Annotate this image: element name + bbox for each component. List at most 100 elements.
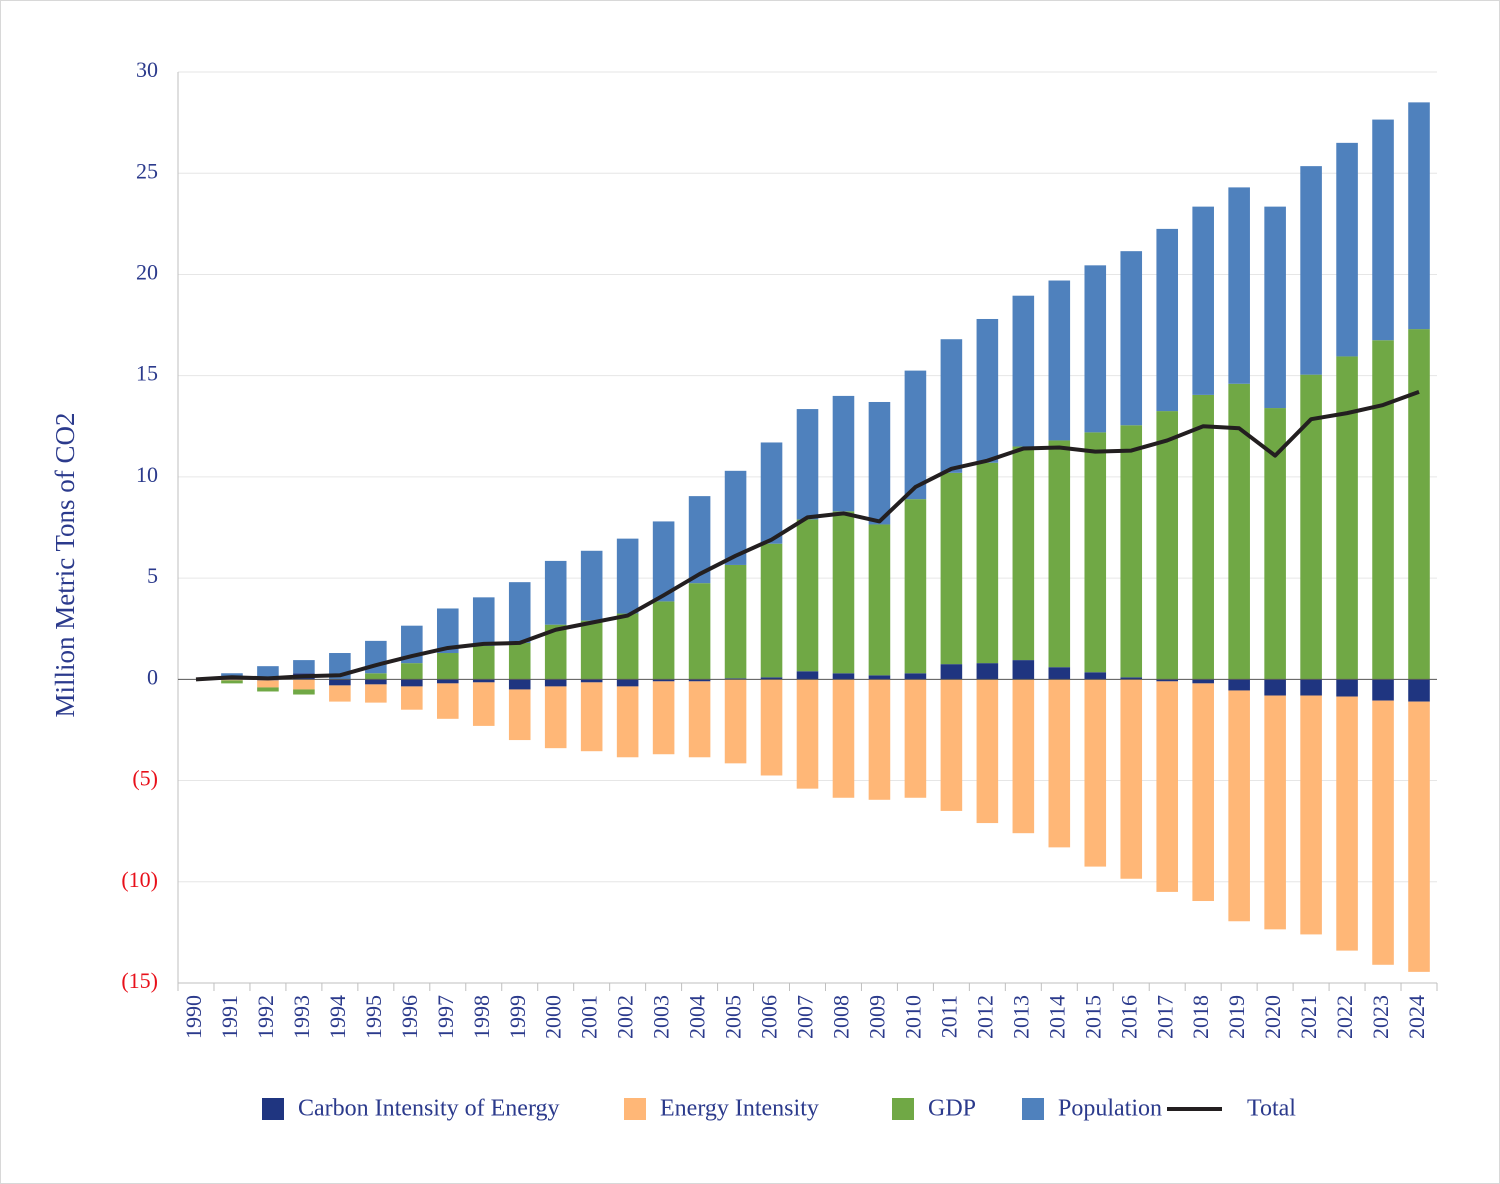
bar — [976, 679, 999, 824]
legend-label: Total — [1247, 1096, 1296, 1122]
x-tick-label: 1996 — [397, 995, 422, 1039]
bar — [1156, 411, 1179, 680]
x-tick-label: 1995 — [361, 995, 386, 1039]
bar — [329, 685, 351, 702]
legend-swatch — [1022, 1098, 1044, 1120]
bar — [436, 653, 459, 680]
y-tick-label: 15 — [136, 361, 158, 386]
bar — [976, 663, 999, 680]
bar — [652, 681, 675, 755]
bar — [1372, 679, 1394, 701]
bar — [436, 683, 459, 719]
bar — [1336, 142, 1358, 357]
legend-swatch — [262, 1098, 284, 1120]
x-tick-label: 2004 — [685, 995, 710, 1039]
bar — [257, 687, 279, 692]
bar — [472, 679, 495, 683]
legend-label: Carbon Intensity of Energy — [298, 1096, 560, 1122]
x-tick-label: 2023 — [1368, 995, 1393, 1039]
bar — [904, 499, 927, 674]
x-tick-label: 2022 — [1332, 995, 1357, 1039]
bar — [1408, 701, 1430, 972]
x-tick-label: 2020 — [1260, 995, 1285, 1039]
bar — [616, 686, 639, 758]
x-tick-label: 2021 — [1296, 995, 1321, 1039]
x-tick-label: 1991 — [217, 995, 242, 1039]
bar — [221, 679, 243, 681]
x-tick-label: 2007 — [793, 995, 818, 1039]
bar — [796, 679, 819, 789]
bar — [1012, 295, 1035, 447]
bar — [472, 597, 495, 646]
bar — [1336, 679, 1358, 697]
bar — [1084, 672, 1107, 680]
bar — [724, 678, 747, 680]
bar — [1372, 119, 1394, 341]
y-tick-label: 0 — [147, 664, 158, 689]
x-tick-label: 2019 — [1224, 995, 1249, 1039]
bar — [868, 675, 891, 680]
x-tick-label: 2012 — [972, 995, 997, 1039]
bar — [904, 673, 927, 680]
bar — [580, 550, 603, 621]
y-tick-label: 30 — [136, 57, 158, 82]
x-tick-label: 1999 — [505, 995, 530, 1039]
bar — [1120, 251, 1143, 426]
bar — [1264, 408, 1286, 680]
legend-swatch — [892, 1098, 914, 1120]
bar — [1156, 681, 1179, 892]
bar — [1408, 102, 1430, 330]
bar — [760, 679, 783, 776]
bar — [1408, 679, 1430, 702]
x-tick-label: 2000 — [541, 995, 566, 1039]
bar — [508, 679, 531, 690]
bar — [1228, 187, 1250, 384]
x-tick-label: 2002 — [613, 995, 638, 1039]
bar — [976, 318, 999, 463]
x-tick-label: 2016 — [1116, 995, 1141, 1039]
bar — [1300, 679, 1322, 696]
x-tick-label: 2005 — [721, 995, 746, 1039]
bar — [221, 680, 243, 684]
bar — [868, 679, 891, 800]
bar — [832, 673, 855, 680]
bar — [904, 370, 927, 500]
x-tick-label: 2013 — [1008, 995, 1033, 1039]
bar — [688, 681, 711, 758]
bar — [1084, 432, 1107, 673]
bar — [940, 472, 963, 665]
bar — [329, 679, 351, 686]
bar — [904, 679, 927, 798]
bar — [436, 679, 459, 684]
y-axis-label: Million Metric Tons of CO2 — [50, 412, 80, 717]
x-tick-label: 1993 — [289, 995, 314, 1039]
bar — [940, 339, 963, 473]
x-tick-label: 1990 — [181, 995, 206, 1039]
bar — [580, 682, 603, 752]
bar — [760, 543, 783, 678]
bar — [724, 470, 747, 565]
bar — [616, 613, 639, 680]
bar — [724, 679, 747, 764]
bar — [940, 679, 963, 811]
bar — [1120, 677, 1143, 680]
bar — [508, 582, 531, 643]
bar — [365, 673, 387, 680]
bar — [365, 679, 387, 685]
bar — [365, 684, 387, 703]
bar — [760, 677, 783, 680]
bar — [868, 524, 891, 676]
bar — [1012, 679, 1035, 834]
bar — [796, 409, 819, 520]
bar — [1048, 280, 1071, 441]
bar — [1156, 679, 1179, 682]
bar — [1048, 440, 1071, 668]
x-tick-label: 2001 — [577, 995, 602, 1039]
x-tick-label: 2009 — [864, 995, 889, 1039]
bar — [401, 663, 423, 680]
bar — [1084, 679, 1107, 867]
bar — [544, 624, 567, 680]
bar — [940, 664, 963, 680]
bar — [1012, 660, 1035, 680]
bar — [1120, 425, 1143, 678]
